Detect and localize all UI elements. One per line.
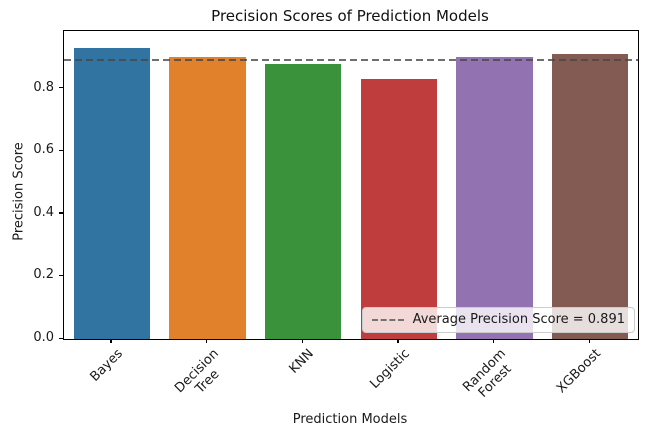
dashed-line-icon [371, 318, 404, 321]
y-tick-mark [59, 87, 63, 89]
legend-label: Average Precision Score = 0.891 [412, 312, 625, 327]
bar-logistic [360, 79, 438, 339]
y-tick-mark [59, 212, 63, 214]
x-tick-mark [588, 339, 590, 343]
chart-title: Precision Scores of Prediction Models [211, 7, 489, 25]
x-tick-mark [110, 339, 112, 343]
x-tick-label-random-forest: Random Forest [459, 346, 515, 401]
x-axis-label: Prediction Models [292, 412, 408, 427]
plot-area: Average Precision Score = 0.891 [63, 30, 639, 340]
y-tick-mark [59, 274, 63, 277]
x-tick-label-bayes: Bayes [87, 346, 126, 385]
bar-xgboost [551, 54, 629, 339]
x-tick-mark [397, 339, 399, 343]
x-tick-label-logistic: Logistic [367, 346, 413, 392]
x-tick-label-decision-tree: Decision Tree [171, 346, 222, 397]
y-tick-label: 0.8 [33, 79, 54, 95]
average-line [64, 59, 638, 62]
legend: Average Precision Score = 0.891 [361, 307, 635, 333]
x-tick-mark [205, 339, 208, 343]
y-tick-label: 0.2 [33, 267, 54, 283]
bar-decision-tree [169, 57, 246, 339]
y-tick-label: 0.0 [33, 330, 54, 345]
bar-random-forest [456, 57, 533, 339]
x-tick-label-xgboost: XGBoost [554, 346, 605, 397]
y-tick-mark [59, 149, 63, 151]
y-tick-label: 0.6 [33, 142, 54, 158]
bar-bayes [73, 47, 151, 339]
x-tick-label-knn: KNN [286, 346, 318, 377]
x-tick-mark [301, 339, 303, 343]
y-tick-mark [59, 337, 63, 339]
x-tick-mark [492, 339, 495, 343]
bar-knn [264, 63, 342, 339]
y-tick-label: 0.4 [33, 204, 54, 220]
